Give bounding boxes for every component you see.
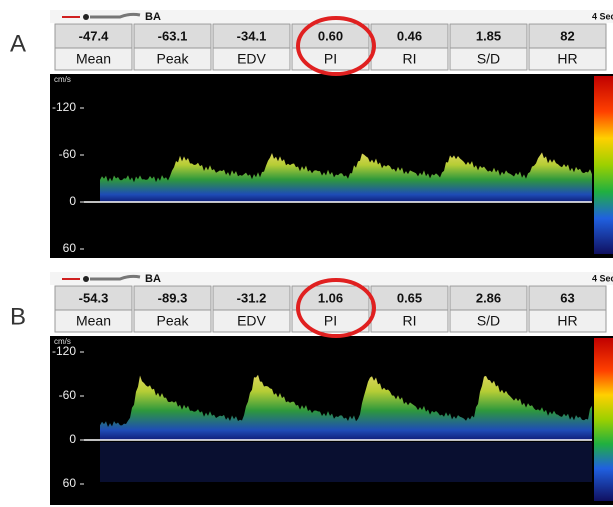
time-scale: 4 Sec	[592, 11, 613, 21]
scale-label: -60	[59, 388, 77, 402]
panel-label: A	[10, 30, 26, 57]
metric-name: S/D	[477, 313, 500, 329]
metric-name: PI	[324, 313, 337, 329]
metric-value: 1.85	[476, 28, 501, 43]
vessel: BA	[145, 11, 161, 23]
scale-label: 60	[63, 241, 77, 255]
metric-name: HR	[557, 51, 577, 67]
scale-label: 0	[69, 194, 76, 208]
metric-name: HR	[557, 313, 577, 329]
scale-label: 60	[63, 476, 77, 490]
metric-value: 63	[560, 290, 574, 305]
metric-value: -31.2	[237, 290, 267, 305]
metric-value: 0.60	[318, 28, 343, 43]
probe-dot	[83, 14, 89, 20]
scale-label: -120	[52, 344, 76, 358]
scale-unit: cm/s	[54, 75, 71, 84]
color-bar	[594, 76, 613, 254]
metric-value: 2.86	[476, 290, 501, 305]
metric-name: EDV	[237, 51, 266, 67]
metric-name: Peak	[157, 51, 190, 67]
metric-value: 1.06	[318, 290, 343, 305]
panel-label: B	[10, 303, 26, 330]
metric-name: RI	[403, 313, 417, 329]
metric-name: Mean	[76, 313, 111, 329]
metric-value: 0.65	[397, 290, 422, 305]
panel: A BA 4 Sec -47.4 Mean -63.1 Peak -34.1 EDV 0.60 PI…	[10, 10, 613, 258]
scale-label: 0	[69, 432, 76, 446]
metric-name: Peak	[157, 313, 190, 329]
metric-value: -47.4	[79, 28, 109, 43]
metric-name: Mean	[76, 51, 111, 67]
metric-name: RI	[403, 51, 417, 67]
metric-name: EDV	[237, 313, 266, 329]
metric-value: -89.3	[158, 290, 188, 305]
spectrum	[50, 74, 613, 258]
figure: A BA 4 Sec -47.4 Mean -63.1 Peak -34.1 EDV 0.60 PI…	[0, 0, 613, 507]
time-scale: 4 Sec	[592, 273, 613, 283]
metric-value: -54.3	[79, 290, 109, 305]
reverse-flow	[100, 442, 592, 482]
vessel: BA	[145, 273, 161, 285]
scale-label: -60	[59, 147, 77, 161]
panel: B BA 4 Sec -54.3 Mean -89.3 Peak -31.2 EDV 1.06 PI…	[10, 272, 613, 505]
metric-name: PI	[324, 51, 337, 67]
metric-value: 82	[560, 28, 574, 43]
probe-dot	[83, 276, 89, 282]
metric-value: -63.1	[158, 28, 188, 43]
metric-value: 0.46	[397, 28, 422, 43]
metric-name: S/D	[477, 51, 500, 67]
color-bar	[594, 338, 613, 501]
scale-label: -120	[52, 100, 76, 114]
metric-value: -34.1	[237, 28, 267, 43]
